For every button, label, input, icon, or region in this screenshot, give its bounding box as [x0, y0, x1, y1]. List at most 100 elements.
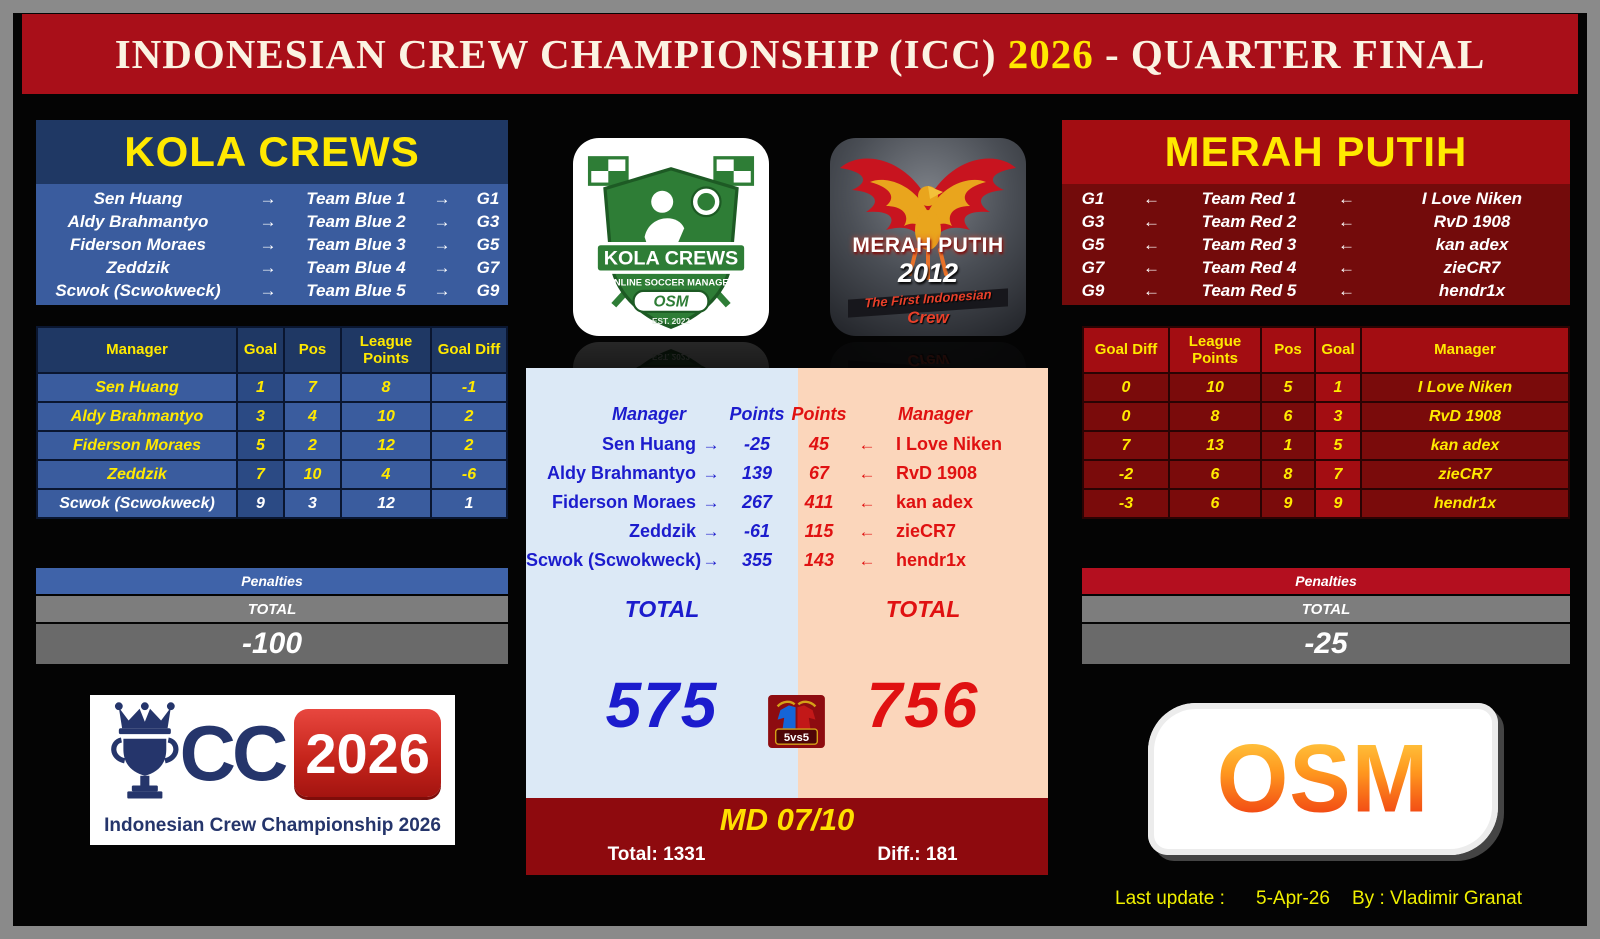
combined-total: Total: 1331	[607, 844, 706, 865]
cell-pos: 4	[285, 403, 340, 430]
cell-league-points: 6	[1170, 490, 1260, 517]
kola-crews-header: KOLA CREWS	[36, 120, 508, 184]
score-difference: Diff.: 181	[877, 844, 958, 865]
roster-row: Fiderson Moraes → Team Blue 3 → G5	[36, 233, 508, 256]
last-update-date: 5-Apr-26	[1256, 888, 1330, 909]
arrow-left-icon: ←	[1338, 234, 1355, 254]
team-name: Team Red 2	[1201, 211, 1297, 231]
kola-crews-logo: KOLA CREWS ONLINE SOCCER MANAGER OSM EST…	[573, 138, 769, 336]
cell-goal-diff: -2	[1084, 461, 1168, 488]
cell-goal-diff: 0	[1084, 403, 1168, 430]
team-name: Team Blue 5	[306, 280, 406, 300]
vs-label: 5vs5	[784, 732, 809, 744]
team-name: Team Blue 2	[306, 211, 406, 231]
match-row: Zeddzik → -61 115 ← zieCR7	[526, 517, 1048, 546]
osm-logo: OSM	[1148, 703, 1498, 855]
arrow-right-icon: →	[433, 280, 451, 300]
title-text: INDONESIAN CREW CHAMPIONSHIP (ICC)	[114, 31, 1008, 77]
col-header-manager: Manager	[38, 328, 236, 372]
cell-goal: 3	[1316, 403, 1360, 430]
merah-manager: I Love Niken	[896, 434, 1003, 454]
icc-year: 2026	[305, 721, 430, 785]
cell-pos: 9	[1262, 490, 1314, 517]
icc-year-badge: 2026	[294, 709, 441, 797]
arrow-right-icon: →	[433, 188, 451, 208]
arrow-right-icon: →	[259, 257, 277, 277]
arrow-left-icon: ←	[858, 521, 876, 541]
manager-name: Fiderson Moraes	[69, 234, 207, 254]
roster-row: Aldy Brahmantyo → Team Blue 2 → G3	[36, 210, 508, 233]
group-label: G9	[476, 280, 500, 300]
cell-goal: 5	[238, 432, 283, 459]
cell-manager: Fiderson Moraes	[38, 432, 236, 459]
col-header-league-points: League Points	[1170, 328, 1260, 372]
trophy-icon	[111, 702, 179, 799]
cell-pos: 1	[1262, 432, 1314, 459]
cell-league-points: 8	[342, 374, 430, 401]
cell-manager: Aldy Brahmantyo	[38, 403, 236, 430]
merah-manager: RvD 1908	[896, 463, 978, 483]
author-credit: By : Vladimir Granat	[1352, 888, 1522, 909]
match-header-manager-right: Manager	[898, 403, 973, 424]
team-name: Team Red 4	[1201, 257, 1297, 277]
cell-manager: Sen Huang	[38, 374, 236, 401]
cell-league-points: 12	[342, 490, 430, 517]
five-vs-five-icon: 5vs5	[768, 695, 825, 748]
icc-cc-text: CC	[179, 708, 289, 797]
cell-goal-diff: 7	[1084, 432, 1168, 459]
manager-name: Scwok (Scwokweck)	[55, 280, 221, 300]
cell-goal-diff: 1	[432, 490, 506, 517]
match-header-points-right: Points	[791, 403, 847, 424]
arrow-left-icon: ←	[1143, 280, 1160, 300]
merah-points: 67	[808, 463, 830, 483]
group-label: G1	[476, 188, 500, 208]
cell-goal: 7	[238, 461, 283, 488]
kola-logo-osm: OSM	[653, 293, 689, 310]
team-name: Team Red 5	[1201, 280, 1297, 300]
merah-side-background	[798, 368, 1048, 798]
arrow-right-icon: →	[702, 434, 720, 454]
arrow-right-icon: →	[702, 550, 720, 570]
group-label: G3	[1081, 211, 1105, 231]
cell-league-points: 4	[342, 461, 430, 488]
merah-stats-table: Goal Diff League Points Pos Goal Manager…	[1082, 326, 1570, 519]
team-name: Team Blue 1	[306, 188, 406, 208]
cell-pos: 2	[285, 432, 340, 459]
col-header-goal: Goal	[1316, 328, 1360, 372]
cell-goal: 9	[238, 490, 283, 517]
kola-manager: Zeddzik	[628, 521, 696, 541]
arrow-left-icon: ←	[858, 434, 876, 454]
manager-name: Aldy Brahmantyo	[67, 211, 209, 231]
cell-manager: I Love Niken	[1362, 374, 1568, 401]
cell-manager: kan adex	[1362, 432, 1568, 459]
roster-row: G7 ← Team Red 4 ← zieCR7	[1062, 256, 1570, 279]
penalties-label: Penalties	[36, 568, 508, 594]
arrow-right-icon: →	[259, 211, 277, 231]
arrow-left-icon: ←	[1338, 257, 1355, 277]
group-label: G5	[1081, 234, 1105, 254]
arrow-left-icon: ←	[1143, 234, 1160, 254]
manager-name: Sen Huang	[93, 188, 183, 208]
kola-side-background	[526, 368, 798, 798]
penalties-total-label: TOTAL	[36, 594, 508, 622]
merah-putih-name: MERAH PUTIH	[1164, 128, 1468, 175]
col-header-pos: Pos	[1262, 328, 1314, 372]
merah-logo-title: MERAH PUTIH	[852, 234, 1004, 257]
group-label: G5	[476, 234, 500, 254]
merah-total-label: TOTAL	[885, 596, 961, 622]
match-header-row: Manager Points Points Manager	[526, 402, 1048, 426]
arrow-right-icon: →	[433, 257, 451, 277]
title-suffix: - QUARTER FINAL	[1093, 31, 1486, 77]
kola-points: 139	[741, 463, 773, 483]
arrow-left-icon: ←	[858, 550, 876, 570]
kola-penalties: Penalties TOTAL -100	[36, 568, 508, 664]
match-header-manager-left: Manager	[611, 403, 686, 424]
phoenix-icon	[840, 158, 1016, 280]
merah-total-score: 756	[866, 669, 980, 741]
icc-2026-logo: CC 2026 Indonesian Crew Championship 202…	[90, 695, 455, 845]
cell-goal-diff: -6	[432, 461, 506, 488]
arrow-left-icon: ←	[858, 463, 876, 483]
kola-points: 267	[741, 492, 773, 512]
merah-roster: G1 ← Team Red 1 ← I Love Niken G3 ← Team Red 2…	[1062, 184, 1570, 305]
merah-putih-header: MERAH PUTIH	[1062, 120, 1570, 184]
